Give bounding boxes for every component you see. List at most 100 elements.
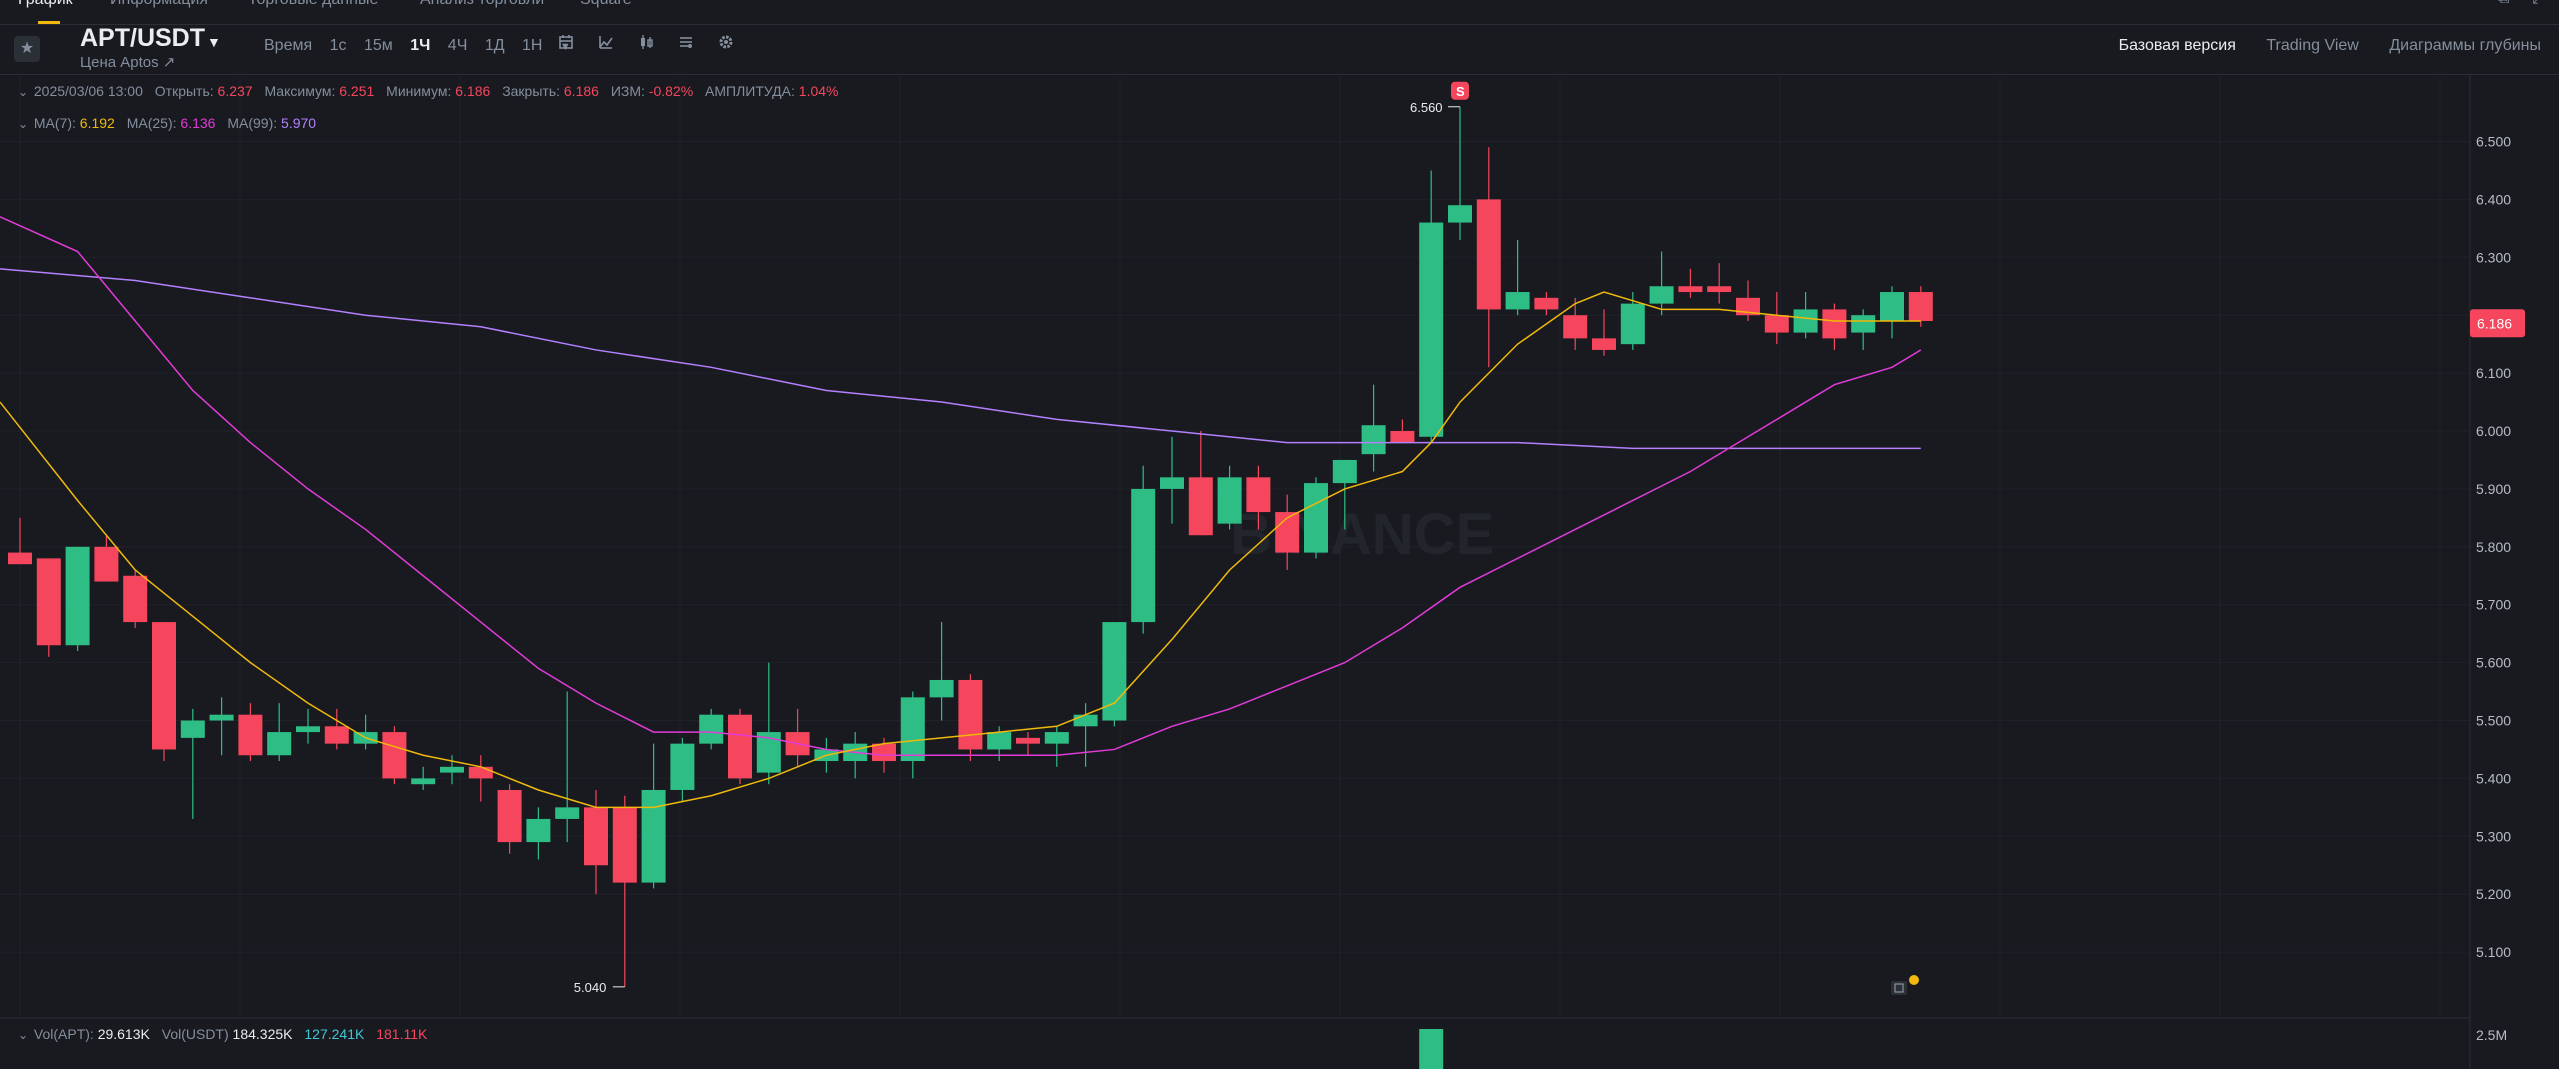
indicator-icon[interactable] — [595, 34, 617, 56]
high-label: Максимум: — [264, 83, 336, 99]
candle-body — [94, 546, 119, 582]
candle-body — [1073, 714, 1098, 727]
min-price-label: 5.040 — [574, 980, 607, 995]
interval-1s[interactable]: 1с — [329, 37, 347, 54]
candle-body — [728, 714, 752, 779]
ma25-value: 6.136 — [180, 115, 216, 131]
interval-15m[interactable]: 15м — [363, 37, 393, 54]
view-tradingview[interactable]: Trading View — [2266, 37, 2359, 54]
price-tick-label: 5.200 — [2476, 886, 2511, 902]
tab-trading-analysis[interactable]: Анализ торговли — [420, 0, 544, 9]
tab-square[interactable]: Square — [580, 0, 632, 9]
candle-body — [526, 818, 551, 843]
collapse-chevron-icon[interactable]: ⌄ — [18, 1028, 29, 1042]
ma7-value: 6.192 — [79, 115, 115, 131]
interval-1h[interactable]: 1Ч — [410, 37, 431, 54]
collapse-chevron-icon[interactable]: ⌄ — [18, 117, 29, 131]
candle-body — [699, 714, 724, 744]
chart-view-switcher: Базовая версия Trading View Диаграммы гл… — [2093, 37, 2541, 55]
close-label: Закрыть: — [502, 83, 560, 99]
top-navigation: График Информация Торговые данные Анализ… — [0, 0, 2559, 25]
candle-body — [180, 720, 205, 738]
more-intervals-chevron-icon[interactable]: ▼ — [559, 41, 571, 53]
candle-body — [1880, 292, 1904, 321]
price-tick-label: 5.300 — [2476, 828, 2511, 844]
candle-body — [1419, 222, 1444, 437]
candle-body — [8, 552, 32, 565]
vol-apt-label: Vol(APT): — [33, 1026, 94, 1042]
price-tick-label: 6.100 — [2476, 365, 2511, 381]
volume-tick-label: 2.5M — [2476, 1027, 2507, 1043]
symbol-title[interactable]: APT/USDT — [80, 24, 205, 52]
interval-1d[interactable]: 1Д — [484, 37, 505, 54]
candle-body — [584, 807, 608, 866]
view-depth[interactable]: Диаграммы глубины — [2389, 37, 2541, 54]
template-icon[interactable] — [675, 34, 697, 56]
volume-bars — [1419, 1029, 1444, 1069]
amplitude-label: АМПЛИТУДА: — [705, 83, 795, 99]
candle-body — [958, 679, 983, 750]
amplitude-value: 1.04% — [798, 83, 839, 99]
tool-icon[interactable] — [1891, 975, 1919, 995]
ma25-label: MA(25): — [126, 115, 177, 131]
candle-body — [555, 807, 580, 819]
settings-icon[interactable] — [715, 34, 737, 56]
vol-apt-value: 29.613K — [97, 1026, 150, 1042]
candle-body — [1332, 459, 1357, 484]
ohlc-legend: ⌄ 2025/03/06 13:00 Открыть: 6.237 Максим… — [18, 83, 846, 99]
candle-body — [1361, 425, 1386, 455]
tab-info[interactable]: Информация — [110, 0, 208, 9]
tab-trading-data[interactable]: Торговые данные — [248, 0, 378, 9]
candle-body — [468, 766, 493, 779]
candle-body — [1044, 732, 1069, 744]
candle-body — [382, 732, 407, 779]
candle-body — [1160, 477, 1184, 489]
sell-marker-label: S — [1456, 84, 1465, 99]
candle-body — [1563, 315, 1588, 339]
candle-body — [1592, 338, 1616, 350]
vol-usdt-value: 184.325K — [232, 1026, 293, 1042]
candle-body — [1217, 477, 1242, 524]
candle-body — [1707, 286, 1732, 293]
active-tab-indicator — [38, 21, 60, 24]
time-label[interactable]: Время — [264, 37, 313, 54]
candle-body — [36, 558, 61, 646]
interval-4h[interactable]: 4Ч — [447, 37, 468, 54]
view-basic[interactable]: Базовая версия — [2118, 37, 2236, 54]
candle-body — [929, 679, 954, 698]
ma7-line — [0, 291, 1921, 809]
high-value: 6.251 — [339, 83, 375, 99]
favorite-star-icon[interactable]: ★ — [14, 36, 40, 62]
candle-body — [65, 546, 90, 646]
ma99-label: MA(99): — [227, 115, 278, 131]
calendar-icon[interactable] — [555, 34, 577, 56]
price-tick-label: 5.400 — [2476, 770, 2511, 786]
chevron-down-icon[interactable]: ▼ — [207, 34, 221, 50]
candle-body — [900, 697, 925, 762]
candle-type-icon[interactable] — [635, 34, 657, 56]
ma-legend: ⌄ MA(7): 6.192 MA(25): 6.136 MA(99): 5.9… — [18, 115, 324, 131]
current-price-value: 6.186 — [2477, 315, 2512, 331]
interval-1w[interactable]: 1Н — [522, 37, 543, 54]
price-tick-label: 5.600 — [2476, 655, 2511, 671]
vol-ma1-value: 127.241K — [304, 1026, 365, 1042]
price-chart[interactable]: BINANCE 6.5006.4006.3006.2006.1006.0005.… — [0, 74, 2559, 1069]
sell-marker-badge — [1451, 81, 1469, 100]
expand-icon[interactable]: ⤢ — [2532, 0, 2545, 8]
price-tick-label: 5.800 — [2476, 539, 2511, 555]
popout-icon[interactable]: ⧉ — [2498, 0, 2509, 8]
candle-body — [1620, 303, 1645, 345]
candle-body — [267, 732, 292, 756]
ohlc-date: 2025/03/06 13:00 — [33, 83, 143, 99]
candle-body — [1851, 315, 1876, 333]
max-price-label: 6.560 — [1410, 100, 1443, 115]
candle-body — [1908, 292, 1933, 321]
collapse-chevron-icon[interactable]: ⌄ — [18, 85, 29, 99]
candle-body — [612, 807, 637, 883]
price-tick-label: 6.500 — [2476, 134, 2511, 150]
vol-usdt-label: Vol(USDT) — [161, 1026, 229, 1042]
symbol-subtitle-link[interactable]: Цена Aptos ↗ — [80, 54, 176, 71]
candle-body — [497, 789, 522, 843]
tab-chart[interactable]: График — [18, 0, 73, 9]
moving-averages — [0, 216, 1922, 809]
